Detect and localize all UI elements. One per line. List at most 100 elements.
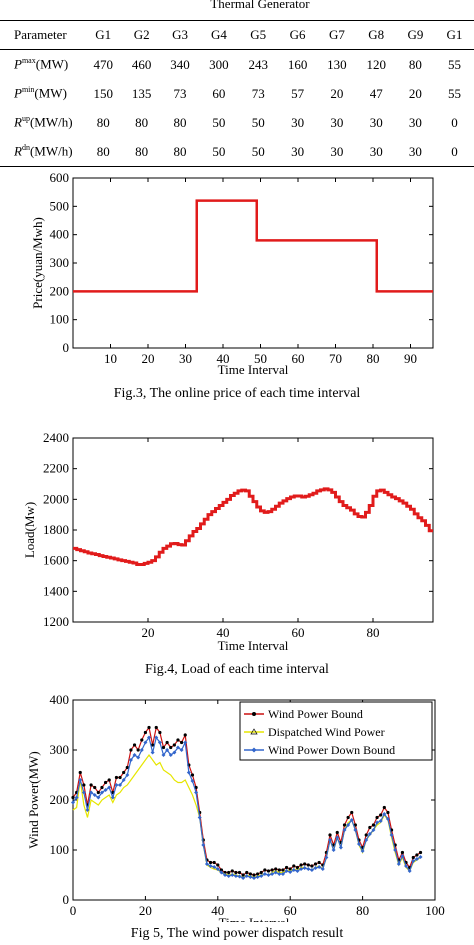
y-tick-label: 1400 <box>43 583 69 598</box>
table-cell: 340 <box>170 56 190 72</box>
x-tick-label: 60 <box>284 903 297 918</box>
series-point <box>280 872 285 876</box>
series-point <box>266 869 271 873</box>
series-point <box>368 825 372 830</box>
table-cell: 80 <box>96 114 110 130</box>
table-cell: 30 <box>317 137 357 167</box>
series-point <box>230 869 234 873</box>
series-point <box>215 867 220 871</box>
series-point <box>241 876 246 880</box>
series-point <box>393 848 398 852</box>
series-point <box>389 833 394 837</box>
series-point <box>320 867 325 871</box>
x-tick-label: 0 <box>70 903 77 918</box>
series-point <box>263 868 267 872</box>
header-col: G9 <box>395 20 435 50</box>
series-point <box>400 854 405 858</box>
series-point <box>74 795 79 800</box>
y-tick-label: 1200 <box>43 614 69 629</box>
price-line <box>73 199 433 293</box>
series-point <box>360 849 365 853</box>
header-col: G3 <box>160 20 200 50</box>
series-point <box>328 833 332 837</box>
table-cell: 300 <box>209 56 229 72</box>
y-tick-label: 200 <box>50 792 70 807</box>
param-symbol: P <box>14 85 22 101</box>
y-tick-label: 2200 <box>43 461 69 476</box>
x-axis-label: Time Interval <box>219 915 290 922</box>
series-point <box>248 872 252 876</box>
table-cell: 80 <box>160 137 200 167</box>
table-cell: 30 <box>369 114 383 130</box>
series-point <box>385 817 390 821</box>
series-point <box>230 873 235 877</box>
table-cell: 50 <box>212 114 226 130</box>
series-point <box>338 845 343 850</box>
y-axis-label: Wind Power(MW) <box>26 751 41 848</box>
series-point <box>346 823 351 827</box>
series-point <box>313 866 318 870</box>
series-point <box>183 740 188 745</box>
series-line <box>72 753 421 879</box>
series-point <box>99 790 104 795</box>
series-point <box>371 828 376 832</box>
load-line <box>73 487 433 566</box>
series-point <box>404 864 409 868</box>
param-unit: (MW) <box>34 85 67 101</box>
fig5-wind-chart: 0 20 40 60 80 100 0 100 200 300 400 Time Interval Wi… <box>26 692 445 922</box>
table-cell: 47 <box>369 85 383 101</box>
param-symbol: R <box>14 143 22 159</box>
series-point <box>154 725 158 730</box>
series-point <box>118 775 122 780</box>
x-tick-label: 60 <box>292 351 305 366</box>
y-tick-label: 0 <box>63 340 70 355</box>
param-unit: (MW/h) <box>29 114 73 130</box>
series-point <box>277 868 281 872</box>
series-point <box>241 873 245 877</box>
table-cell: 50 <box>251 114 265 130</box>
header-col: G5 <box>238 20 278 50</box>
y-tick-label: 1800 <box>43 522 69 537</box>
series-point <box>233 874 238 878</box>
series-point <box>349 818 354 822</box>
table-cell: 0 <box>434 137 474 167</box>
series-point <box>237 874 242 879</box>
series-point <box>100 785 104 790</box>
series-point <box>96 790 100 795</box>
series-point <box>168 753 173 757</box>
series-point <box>281 868 285 872</box>
series-point <box>204 862 209 866</box>
series-point <box>274 867 278 871</box>
series-point <box>295 865 300 870</box>
series-point <box>226 874 231 878</box>
table-cell: 80 <box>84 137 123 167</box>
series-point <box>216 863 220 867</box>
table-cell: 30 <box>277 137 318 167</box>
header-col: G1 <box>84 20 123 50</box>
param-symbol: R <box>14 114 22 130</box>
fig4-load-chart: 20 40 60 80 1200 1400 1600 1800 2000 2200 2400 Time… <box>22 430 434 653</box>
param-unit: (MW) <box>35 56 69 72</box>
series-point <box>172 743 176 747</box>
series-point <box>356 842 361 846</box>
fig5-caption: Fig 5, The wind power dispatch result <box>130 926 344 941</box>
series-point <box>371 823 376 827</box>
thermal-generator-table: Parameter G1 G2 G3 G4 G5 G6 G7 G8 G9 G1 … <box>0 20 474 167</box>
series-point <box>93 785 97 790</box>
legend-box <box>239 701 433 761</box>
legend-marker <box>252 712 256 716</box>
series-point <box>299 867 304 871</box>
series-point <box>128 758 133 762</box>
x-axis-label: Time Interval <box>218 362 289 377</box>
series-point <box>136 748 140 752</box>
series-point <box>103 780 108 785</box>
x-tick-label: 40 <box>211 903 224 918</box>
series-point <box>291 868 296 872</box>
series-point <box>415 853 419 857</box>
series-point <box>317 865 322 869</box>
table-cell: 80 <box>122 137 161 167</box>
x-tick-label: 80 <box>367 625 380 640</box>
table-cell: 460 <box>131 56 152 72</box>
series-point <box>158 730 162 735</box>
header-col: G8 <box>356 20 396 50</box>
